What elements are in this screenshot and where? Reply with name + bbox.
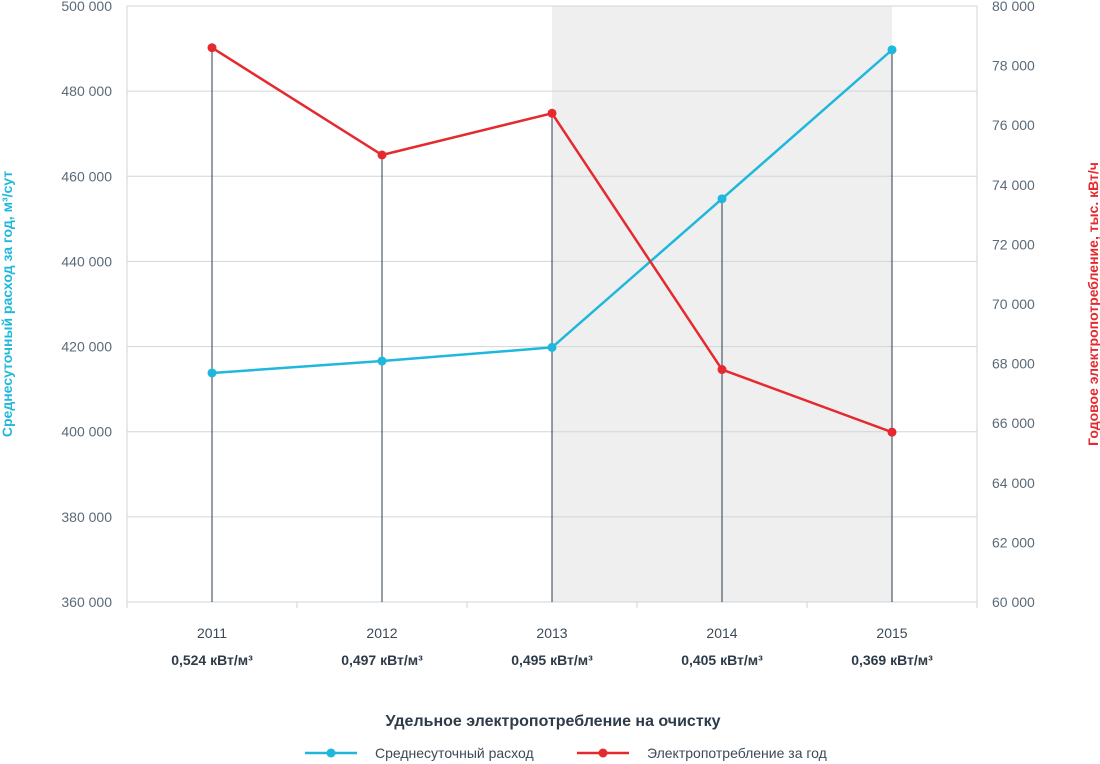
series-1-point — [887, 45, 897, 55]
right-y-axis: 60 000 62 000 64 000 66 000 68 000 70 000 72 0… — [992, 0, 1035, 610]
left-tick-label: 420 000 — [61, 339, 112, 355]
legend-label-2: Электропотребление за год — [647, 745, 827, 761]
left-tick-label: 400 000 — [61, 424, 112, 440]
right-tick-label: 60 000 — [992, 594, 1035, 610]
right-tick-label: 68 000 — [992, 356, 1035, 372]
right-tick-label: 80 000 — [992, 0, 1035, 14]
right-tick-label: 66 000 — [992, 415, 1035, 431]
left-tick-label: 460 000 — [61, 168, 112, 184]
series-2-point — [887, 427, 897, 437]
series-1-point — [547, 342, 557, 352]
right-tick-label: 76 000 — [992, 117, 1035, 133]
x-sublabel: 0,495 кВт/м³ — [511, 652, 593, 668]
right-tick-label: 64 000 — [992, 475, 1035, 491]
x-sublabel: 0,497 кВт/м³ — [341, 652, 423, 668]
legend-marker-1 — [326, 748, 336, 758]
left-tick-label: 440 000 — [61, 253, 112, 269]
series-1-point — [377, 356, 387, 366]
x-tick-label: 2014 — [706, 625, 737, 641]
legend-marker-2 — [598, 748, 608, 758]
right-tick-label: 70 000 — [992, 296, 1035, 312]
right-tick-label: 74 000 — [992, 177, 1035, 193]
x-sublabel: 0,405 кВт/м³ — [681, 652, 763, 668]
left-tick-label: 480 000 — [61, 83, 112, 99]
x-tick-label: 2015 — [876, 625, 907, 641]
right-tick-label: 62 000 — [992, 534, 1035, 550]
series-2-point — [717, 365, 727, 375]
left-y-axis-title: Среднесуточный расход за год, м³/сут — [0, 171, 15, 437]
series-1-point — [717, 194, 727, 204]
x-tick-label: 2012 — [366, 625, 397, 641]
legend: Среднесуточный расход Электропотребление … — [305, 745, 827, 761]
x-axis: 2011 0,524 кВт/м³ 2012 0,497 кВт/м³ 2013 0,49… — [126, 602, 978, 668]
left-tick-label: 380 000 — [61, 509, 112, 525]
x-sublabel: 0,369 кВт/м³ — [851, 652, 933, 668]
series-2-point — [207, 43, 217, 53]
x-axis-title: Удельное электропотребление на очистку — [385, 713, 720, 730]
series-layer — [207, 43, 897, 437]
series-1-point — [207, 368, 217, 378]
left-tick-label: 500 000 — [61, 0, 112, 14]
right-y-axis-title: Годовое электропотребление, тыс. кВт/ч — [1085, 162, 1100, 446]
left-y-axis: 360 000 380 000 400 000 420 000 440 000 460 0… — [61, 0, 112, 610]
x-sublabel: 0,524 кВт/м³ — [171, 652, 253, 668]
x-tick-label: 2013 — [536, 625, 567, 641]
series-2-point — [377, 150, 387, 160]
right-tick-label: 78 000 — [992, 58, 1035, 74]
drop-lines — [211, 47, 893, 602]
right-tick-label: 72 000 — [992, 236, 1035, 252]
left-tick-label: 360 000 — [61, 594, 112, 610]
legend-label-1: Среднесуточный расход — [375, 745, 534, 761]
x-tick-label: 2011 — [197, 625, 227, 641]
series-2-point — [547, 108, 557, 118]
